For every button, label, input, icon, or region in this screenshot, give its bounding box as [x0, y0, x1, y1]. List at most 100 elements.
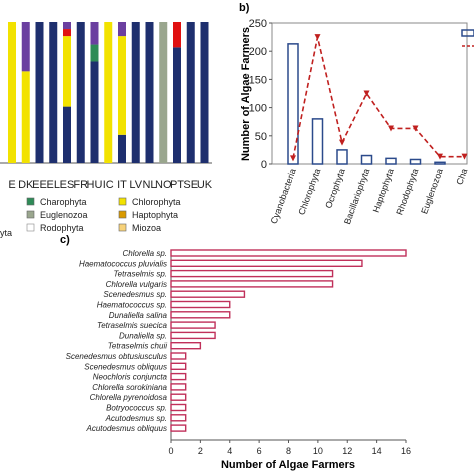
- panel-b-line-marker-Haptophyta: [388, 125, 394, 132]
- panel-b-label: b): [239, 2, 250, 14]
- panel-c-category-label: Chlorella sp.: [123, 249, 167, 258]
- panel-c-bar-Haematococcus sp.: [170, 300, 231, 309]
- panel-c-horizontal-bar-chart: c) Chlorella sp.Haematococcus pluvialis T…: [60, 234, 411, 471]
- panel-b-x-tick-label: Euglenozoa: [419, 167, 445, 215]
- panel-b-bar-Cyanobacteria: [287, 43, 299, 165]
- panel-c-category-label: Scenedesmus obtusiusculus: [66, 352, 167, 361]
- panel-a-legend-swatch-euglenozoa: [26, 210, 35, 219]
- panel-b-legend-bar-swatch: [461, 29, 474, 37]
- panel-b-line-marker-Rhodophyta: [412, 125, 419, 132]
- panel-a-x-tick-label: NL: [142, 179, 156, 191]
- panel-c-x-tick-label: 0: [168, 446, 173, 456]
- panel-b-y-tick-label: 0: [261, 159, 267, 171]
- panel-c-x-tick-label: 8: [286, 446, 291, 456]
- panel-c-category-label: Botryococcus sp.: [106, 404, 167, 413]
- panel-c-bar-Tetraselmis sp.: [170, 269, 334, 278]
- panel-c-category-label: Scenedesmus obliquus: [84, 362, 167, 371]
- panel-c-label: c): [60, 234, 70, 246]
- panel-c-bar-Scenedesmus sp.: [170, 290, 246, 298]
- panel-a-legend-label-euglenozoa: Euglenozoa: [40, 210, 88, 220]
- panel-b-x-tick-label: Rhodophyta: [394, 167, 420, 216]
- panel-b-line-marker-Cha: [461, 153, 468, 160]
- panel-c-bar-Chlorella sp.: [170, 249, 407, 257]
- panel-b-bar-Bacillariophyta: [360, 154, 373, 165]
- panel-c-bar-Chlorella pyrenoidosa: [170, 393, 187, 401]
- panel-c-bar-Haematococcus pluvialis: [170, 259, 363, 267]
- panel-a-bar-segment-PT-cyanobacteria: [173, 47, 181, 163]
- panel-a-bar-segment-NL-cyanobacteria: [145, 22, 154, 163]
- panel-a-bar-segment-SE-cyanobacteria: [186, 22, 195, 163]
- panel-b-y-tick-label: 50: [255, 131, 267, 143]
- panel-c-bar-Tetraselmis chuii: [170, 342, 202, 350]
- panel-b-x-tick-label: Chlorophyta: [296, 167, 322, 216]
- panel-a-legend-swatch-rodophyta: [26, 223, 35, 232]
- panel-b-line-marker-Cyanobacteria: [290, 155, 296, 162]
- panel-c-bar-Dunaliella sp.: [170, 331, 216, 340]
- panel-a-bar-segment-ES-chlorophyta: [63, 36, 71, 107]
- panel-a-bar-segment-HU-cyanobacteria: [90, 61, 99, 164]
- panel-a-x-tick-label: UK: [197, 179, 213, 191]
- panel-c-category-label: Tetraselmis chuii: [108, 342, 168, 351]
- panel-c-bar-Neochloris conjuncta: [170, 372, 187, 381]
- panel-c-bar-Acutodesmus obliquus: [170, 424, 187, 432]
- panel-b-line-marker-Bacillariophyta: [363, 90, 370, 97]
- panel-c-bar-Scenedesmus obliquus: [170, 362, 187, 370]
- panel-c-category-label: Haematococcus sp.: [97, 301, 167, 310]
- panel-b-bar-Euglenozoa: [434, 161, 446, 165]
- panel-b-line-marker-Chlorophyta: [314, 34, 321, 41]
- panel-c-bar-Botryococcus sp.: [170, 403, 187, 412]
- panel-c-category-label: Chlorella pyrenoidosa: [90, 393, 168, 402]
- panel-a-bar-segment-IC-chlorophyta: [104, 22, 113, 163]
- panel-b-y-tick-label: 100: [249, 103, 267, 115]
- panel-b-plot-frame: [271, 22, 468, 165]
- panel-b-line-marker-Euglenozoa: [437, 153, 443, 160]
- panel-a-x-tick-label: EL: [47, 179, 60, 191]
- panel-c-x-tick-label: 16: [401, 446, 411, 456]
- panel-a-bar-segment-ES-other_purple: [63, 22, 71, 30]
- panel-b-legend: [461, 29, 474, 47]
- panel-a-legend-label-chlorophyta: Chlorophyta: [132, 197, 181, 207]
- panel-b-x-tick-label: Ocrophyta: [323, 167, 347, 209]
- panel-a-x-tick-label: E: [8, 179, 15, 191]
- panel-c-bar-Acutodesmus sp.: [170, 414, 187, 422]
- panel-c-category-label: Acutodesmus obliquus: [86, 424, 168, 433]
- panel-a-legend: Charophyta Chlorophyta Euglenozoa Haptophyt…: [0, 197, 181, 238]
- panel-a-x-tick-label: IT: [117, 179, 127, 191]
- panel-c-bar-Dunaliella salina: [170, 311, 231, 319]
- panel-b-y-tick-label: 200: [249, 46, 267, 58]
- panel-b-bar-Ocrophyta: [336, 149, 348, 165]
- panel-a-x-tick-label: HU: [87, 179, 103, 191]
- panel-a-bar-segment-HU-charophyta: [90, 44, 99, 62]
- panel-a-x-tick-label: PT: [170, 179, 184, 191]
- panel-a-bar-segment-IT-other_purple: [118, 22, 126, 37]
- panel-a-bar-segment-DK-chlorophyta: [21, 71, 30, 163]
- panel-c-category-label: Dunaliella salina: [109, 311, 168, 320]
- panel-a-bar-segment-DK-other_purple: [21, 22, 30, 72]
- panel-a-legend-swatch-charophyta: [26, 197, 35, 206]
- panel-c-category-label: Acutodesmus sp.: [105, 414, 167, 423]
- panel-a-legend-fragment: yta: [0, 228, 12, 238]
- panel-c-x-tick-label: 10: [313, 446, 323, 456]
- panel-a-bar-segment-E-chlorophyta: [8, 22, 16, 163]
- panel-c-bar-Chlorella vulgaris: [170, 280, 334, 288]
- panel-c-bar-Chlorella sorokiniana: [170, 383, 187, 391]
- panel-c-category-label: Tetraselmis suecica: [97, 321, 168, 330]
- panel-c-x-tick-label: 14: [372, 446, 382, 456]
- panel-a-bar-segment-ES-other_red: [63, 29, 71, 37]
- panel-a-bar-segment-NO-euglenozoa: [159, 22, 168, 163]
- panel-b-y-tick-label: 250: [249, 18, 267, 30]
- panel-a-bar-segment-UK-cyanobacteria: [200, 22, 209, 163]
- panel-b-x-tick-label: Cha: [454, 167, 469, 186]
- panel-a-legend-label-charophyta: Charophyta: [40, 197, 87, 207]
- panel-a-bar-segment-EE-cyanobacteria: [35, 22, 44, 163]
- panel-c-category-label: Haematococcus pluvialis: [79, 259, 167, 268]
- panel-a-bar-segment-HU-other_purple: [90, 22, 99, 45]
- panel-b-bar-Rhodophyta: [409, 158, 422, 165]
- panel-b-chart: b) Number of Algae Farmers 0 50 100 150 200 2…: [239, 2, 474, 226]
- panel-a-bar-segment-ES-cyanobacteria: [63, 106, 71, 163]
- panel-c-category-label: Chlorella vulgaris: [106, 280, 167, 289]
- panel-a-x-tick-label: IC: [103, 179, 114, 191]
- panel-a-x-tick-label: SE: [183, 179, 198, 191]
